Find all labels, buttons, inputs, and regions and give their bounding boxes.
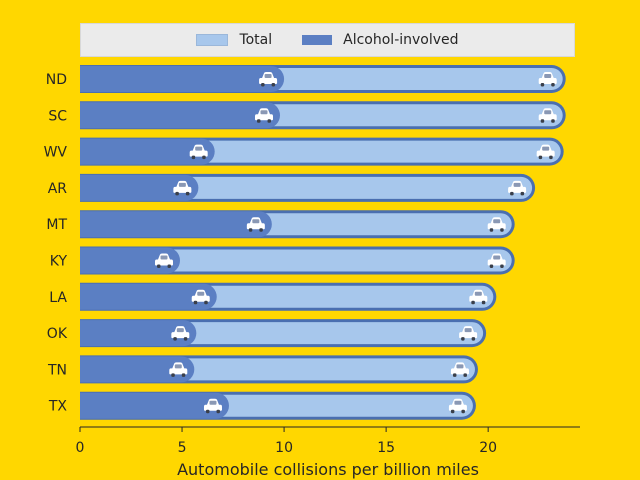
y-tick-label-nd: ND: [46, 72, 67, 88]
x-axis-title: Automobile collisions per billion miles: [177, 460, 479, 479]
bar-alcohol-la: [80, 283, 217, 310]
bar-alcohol-wv: [80, 138, 215, 165]
y-tick-label-wv: WV: [44, 145, 68, 161]
legend-item-alcohol: Alcohol-involved: [302, 32, 459, 48]
y-tick-label-la: LA: [49, 290, 67, 306]
legend-swatch-alcohol: [302, 35, 333, 45]
legend-item-total: Total: [196, 32, 272, 48]
y-tick-label-tx: TX: [48, 399, 68, 415]
legend-label-total: Total: [239, 32, 273, 48]
x-axis: 0 5 10 15 20: [76, 426, 580, 456]
bar-alcohol-ky: [80, 247, 180, 274]
x-tick-label: 15: [377, 440, 395, 456]
bar-total-ky: [80, 249, 512, 272]
legend: Total Alcohol-involved: [80, 23, 575, 57]
x-tick-label: 10: [275, 440, 293, 456]
legend-swatch-total: [196, 34, 229, 46]
x-tick-label: 5: [178, 440, 187, 456]
bar-alcohol-ok: [80, 320, 197, 347]
legend-label-alcohol: Alcohol-involved: [343, 32, 459, 48]
y-tick-label-mt: MT: [46, 217, 67, 233]
bars-layer: [80, 65, 566, 420]
y-tick-label-tn: TN: [47, 362, 67, 378]
y-tick-label-sc: SC: [48, 108, 67, 124]
bar-alcohol-tn: [80, 356, 195, 383]
bar-alcohol-tx: [80, 392, 229, 419]
y-tick-labels: ND SC WV AR MT KY LA OK TN TX: [44, 72, 68, 415]
x-tick-label: 0: [76, 440, 85, 456]
bar-alcohol-sc: [80, 102, 280, 129]
x-tick-label: 20: [479, 440, 497, 456]
y-tick-label-ar: AR: [48, 181, 68, 197]
bar-alcohol-nd: [80, 66, 285, 92]
y-tick-label-ky: KY: [50, 254, 68, 270]
bar-alcohol-ar: [80, 174, 199, 201]
y-tick-label-ok: OK: [47, 326, 68, 342]
bar-alcohol-mt: [80, 211, 272, 238]
